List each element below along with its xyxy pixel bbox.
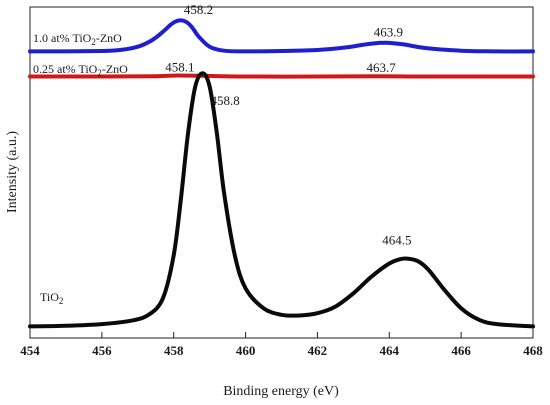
series-layer bbox=[28, 18, 535, 329]
y-axis-title: Intensity (a.u.) bbox=[5, 131, 20, 213]
series-label-2: TiO2 bbox=[40, 290, 63, 306]
x-tick-label: 458 bbox=[164, 343, 184, 358]
peak-label: 463.9 bbox=[374, 25, 403, 40]
x-tick-label: 462 bbox=[308, 343, 328, 358]
x-axis-ticks: 454 456 458 460 462 464 466 468 bbox=[20, 332, 543, 358]
series-label-main: 1.0 at% TiO bbox=[33, 31, 92, 45]
peak-label: 463.7 bbox=[367, 60, 397, 75]
series-label-0: 1.0 at% TiO2-ZnO bbox=[33, 31, 122, 47]
series-label-tail: -ZnO bbox=[102, 62, 128, 76]
peak-label: 464.5 bbox=[382, 233, 411, 248]
plot-frame bbox=[29, 6, 534, 339]
x-tick-label: 460 bbox=[236, 343, 256, 358]
peak-label: 458.8 bbox=[210, 93, 239, 108]
series-line-0 bbox=[28, 18, 535, 54]
x-tick-label: 464 bbox=[380, 343, 400, 358]
series-line-1 bbox=[28, 73, 535, 79]
series-label-sub: 2 bbox=[97, 68, 102, 78]
series-label-tail: -ZnO bbox=[96, 31, 122, 45]
series-label-sub: 2 bbox=[59, 296, 64, 306]
x-tick-label: 468 bbox=[523, 343, 543, 358]
peak-annotations: 458.2 463.9 458.1 463.7 458.8 464.5 bbox=[165, 2, 411, 247]
series-line-2 bbox=[28, 71, 535, 329]
series-label-main: TiO bbox=[40, 290, 59, 304]
x-axis-title: Binding energy (eV) bbox=[223, 384, 339, 399]
peak-label: 458.2 bbox=[184, 2, 213, 17]
x-tick-label: 456 bbox=[92, 343, 112, 358]
x-tick-label: 454 bbox=[20, 343, 40, 358]
series-label-sub: 2 bbox=[91, 37, 96, 47]
series-label-main: 0.25 at% TiO bbox=[33, 62, 98, 76]
series-label-1: 0.25 at% TiO2-ZnO bbox=[33, 62, 128, 78]
peak-label: 458.1 bbox=[165, 60, 194, 75]
x-tick-label: 466 bbox=[451, 343, 471, 358]
